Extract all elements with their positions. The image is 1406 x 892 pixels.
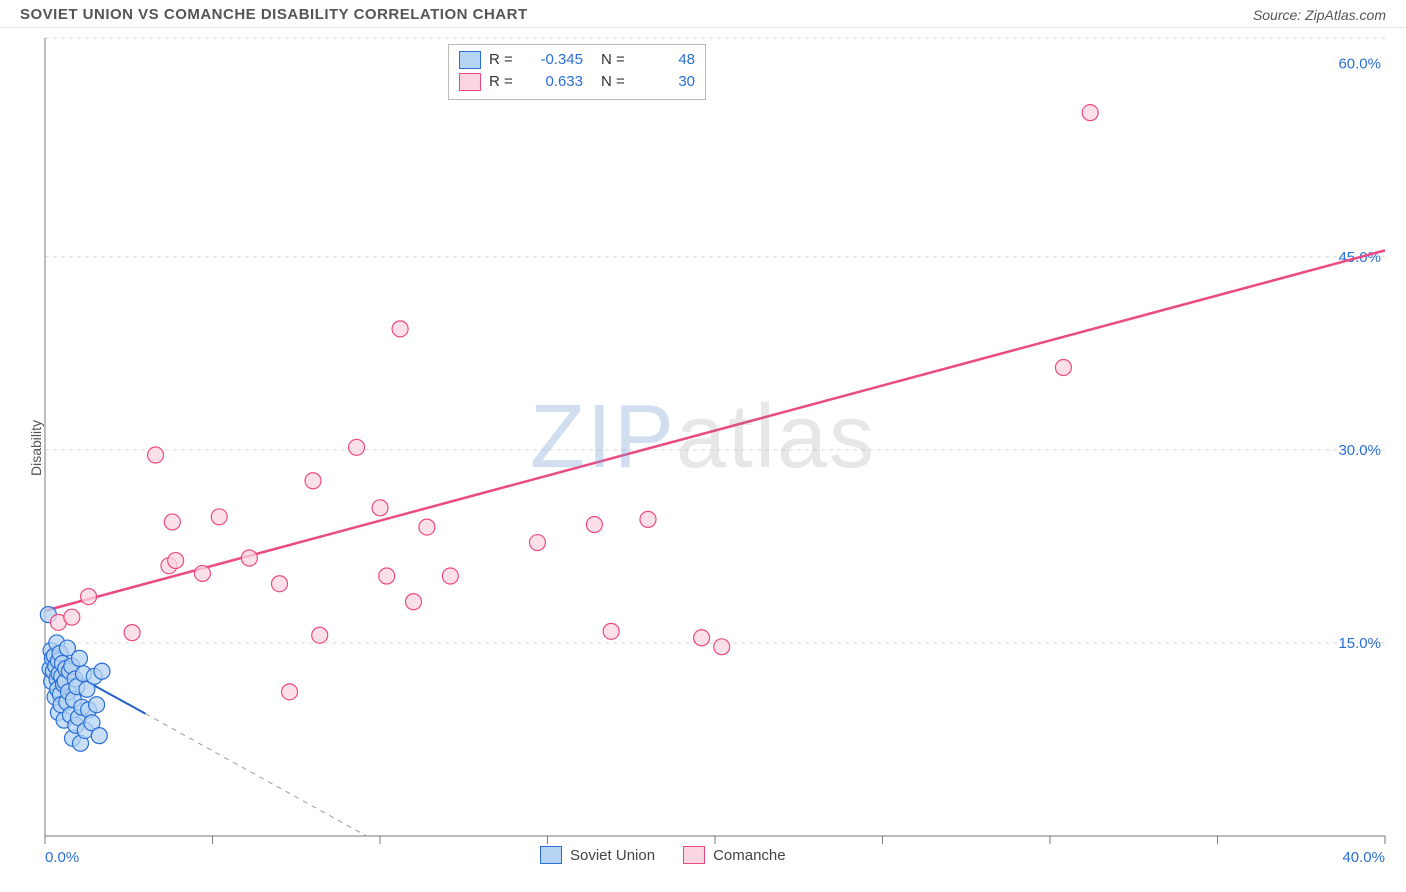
chart-title: SOVIET UNION VS COMANCHE DISABILITY CORR…	[20, 6, 528, 23]
chart-area: Disability ZIPatlas 0.0%40.0%15.0%30.0%4…	[0, 28, 1406, 868]
data-point-comanche	[529, 535, 545, 551]
data-point-comanche	[406, 594, 422, 610]
y-tick-label: 15.0%	[1338, 635, 1381, 652]
data-point-soviet_union	[94, 663, 110, 679]
x-tick-label: 0.0%	[45, 849, 79, 866]
data-point-comanche	[194, 565, 210, 581]
data-point-comanche	[64, 609, 80, 625]
legend-row-comanche: R = 0.633 N = 30	[459, 71, 695, 93]
legend-swatch	[459, 73, 481, 91]
source-attribution: Source: ZipAtlas.com	[1253, 7, 1386, 23]
r-value: 0.633	[525, 71, 583, 93]
n-label: N =	[601, 49, 629, 71]
n-label: N =	[601, 71, 629, 93]
data-point-comanche	[379, 568, 395, 584]
data-point-comanche	[241, 550, 257, 566]
data-point-comanche	[312, 627, 328, 643]
data-point-comanche	[272, 576, 288, 592]
source-name: ZipAtlas.com	[1305, 7, 1386, 23]
series-label: Comanche	[713, 847, 786, 864]
legend-swatch	[683, 846, 705, 864]
r-label: R =	[489, 71, 517, 93]
data-point-comanche	[392, 321, 408, 337]
data-point-comanche	[81, 589, 97, 605]
data-point-comanche	[282, 684, 298, 700]
data-point-soviet_union	[72, 650, 88, 666]
series-legend-item-soviet_union: Soviet Union	[540, 846, 655, 864]
legend-row-soviet_union: R = -0.345 N = 48	[459, 49, 695, 71]
series-legend: Soviet Union Comanche	[540, 846, 786, 864]
data-point-comanche	[168, 553, 184, 569]
data-point-comanche	[372, 500, 388, 516]
data-point-comanche	[124, 625, 140, 641]
data-point-comanche	[1082, 105, 1098, 121]
data-point-comanche	[640, 511, 656, 527]
x-tick-label: 40.0%	[1342, 849, 1385, 866]
data-point-comanche	[164, 514, 180, 530]
y-tick-label: 60.0%	[1338, 56, 1381, 73]
correlation-legend: R = -0.345 N = 48 R = 0.633 N = 30	[448, 44, 706, 100]
y-tick-label: 30.0%	[1338, 442, 1381, 459]
y-axis-label: Disability	[28, 420, 44, 476]
data-point-soviet_union	[91, 728, 107, 744]
data-point-comanche	[148, 447, 164, 463]
legend-swatch	[540, 846, 562, 864]
data-point-comanche	[211, 509, 227, 525]
data-point-comanche	[349, 439, 365, 455]
chart-header: SOVIET UNION VS COMANCHE DISABILITY CORR…	[0, 0, 1406, 28]
data-point-comanche	[714, 639, 730, 655]
data-point-soviet_union	[89, 697, 105, 713]
trend-extension-soviet_union	[146, 714, 367, 836]
data-point-comanche	[305, 473, 321, 489]
data-point-comanche	[603, 623, 619, 639]
scatter-chart-svg: 0.0%40.0%15.0%30.0%45.0%60.0%	[0, 28, 1406, 868]
series-label: Soviet Union	[570, 847, 655, 864]
r-label: R =	[489, 49, 517, 71]
data-point-comanche	[586, 517, 602, 533]
r-value: -0.345	[525, 49, 583, 71]
series-legend-item-comanche: Comanche	[683, 846, 786, 864]
source-prefix: Source:	[1253, 7, 1305, 23]
data-point-comanche	[694, 630, 710, 646]
data-point-comanche	[442, 568, 458, 584]
n-value: 48	[637, 49, 695, 71]
data-point-comanche	[419, 519, 435, 535]
legend-swatch	[459, 51, 481, 69]
n-value: 30	[637, 71, 695, 93]
data-point-comanche	[1055, 359, 1071, 375]
